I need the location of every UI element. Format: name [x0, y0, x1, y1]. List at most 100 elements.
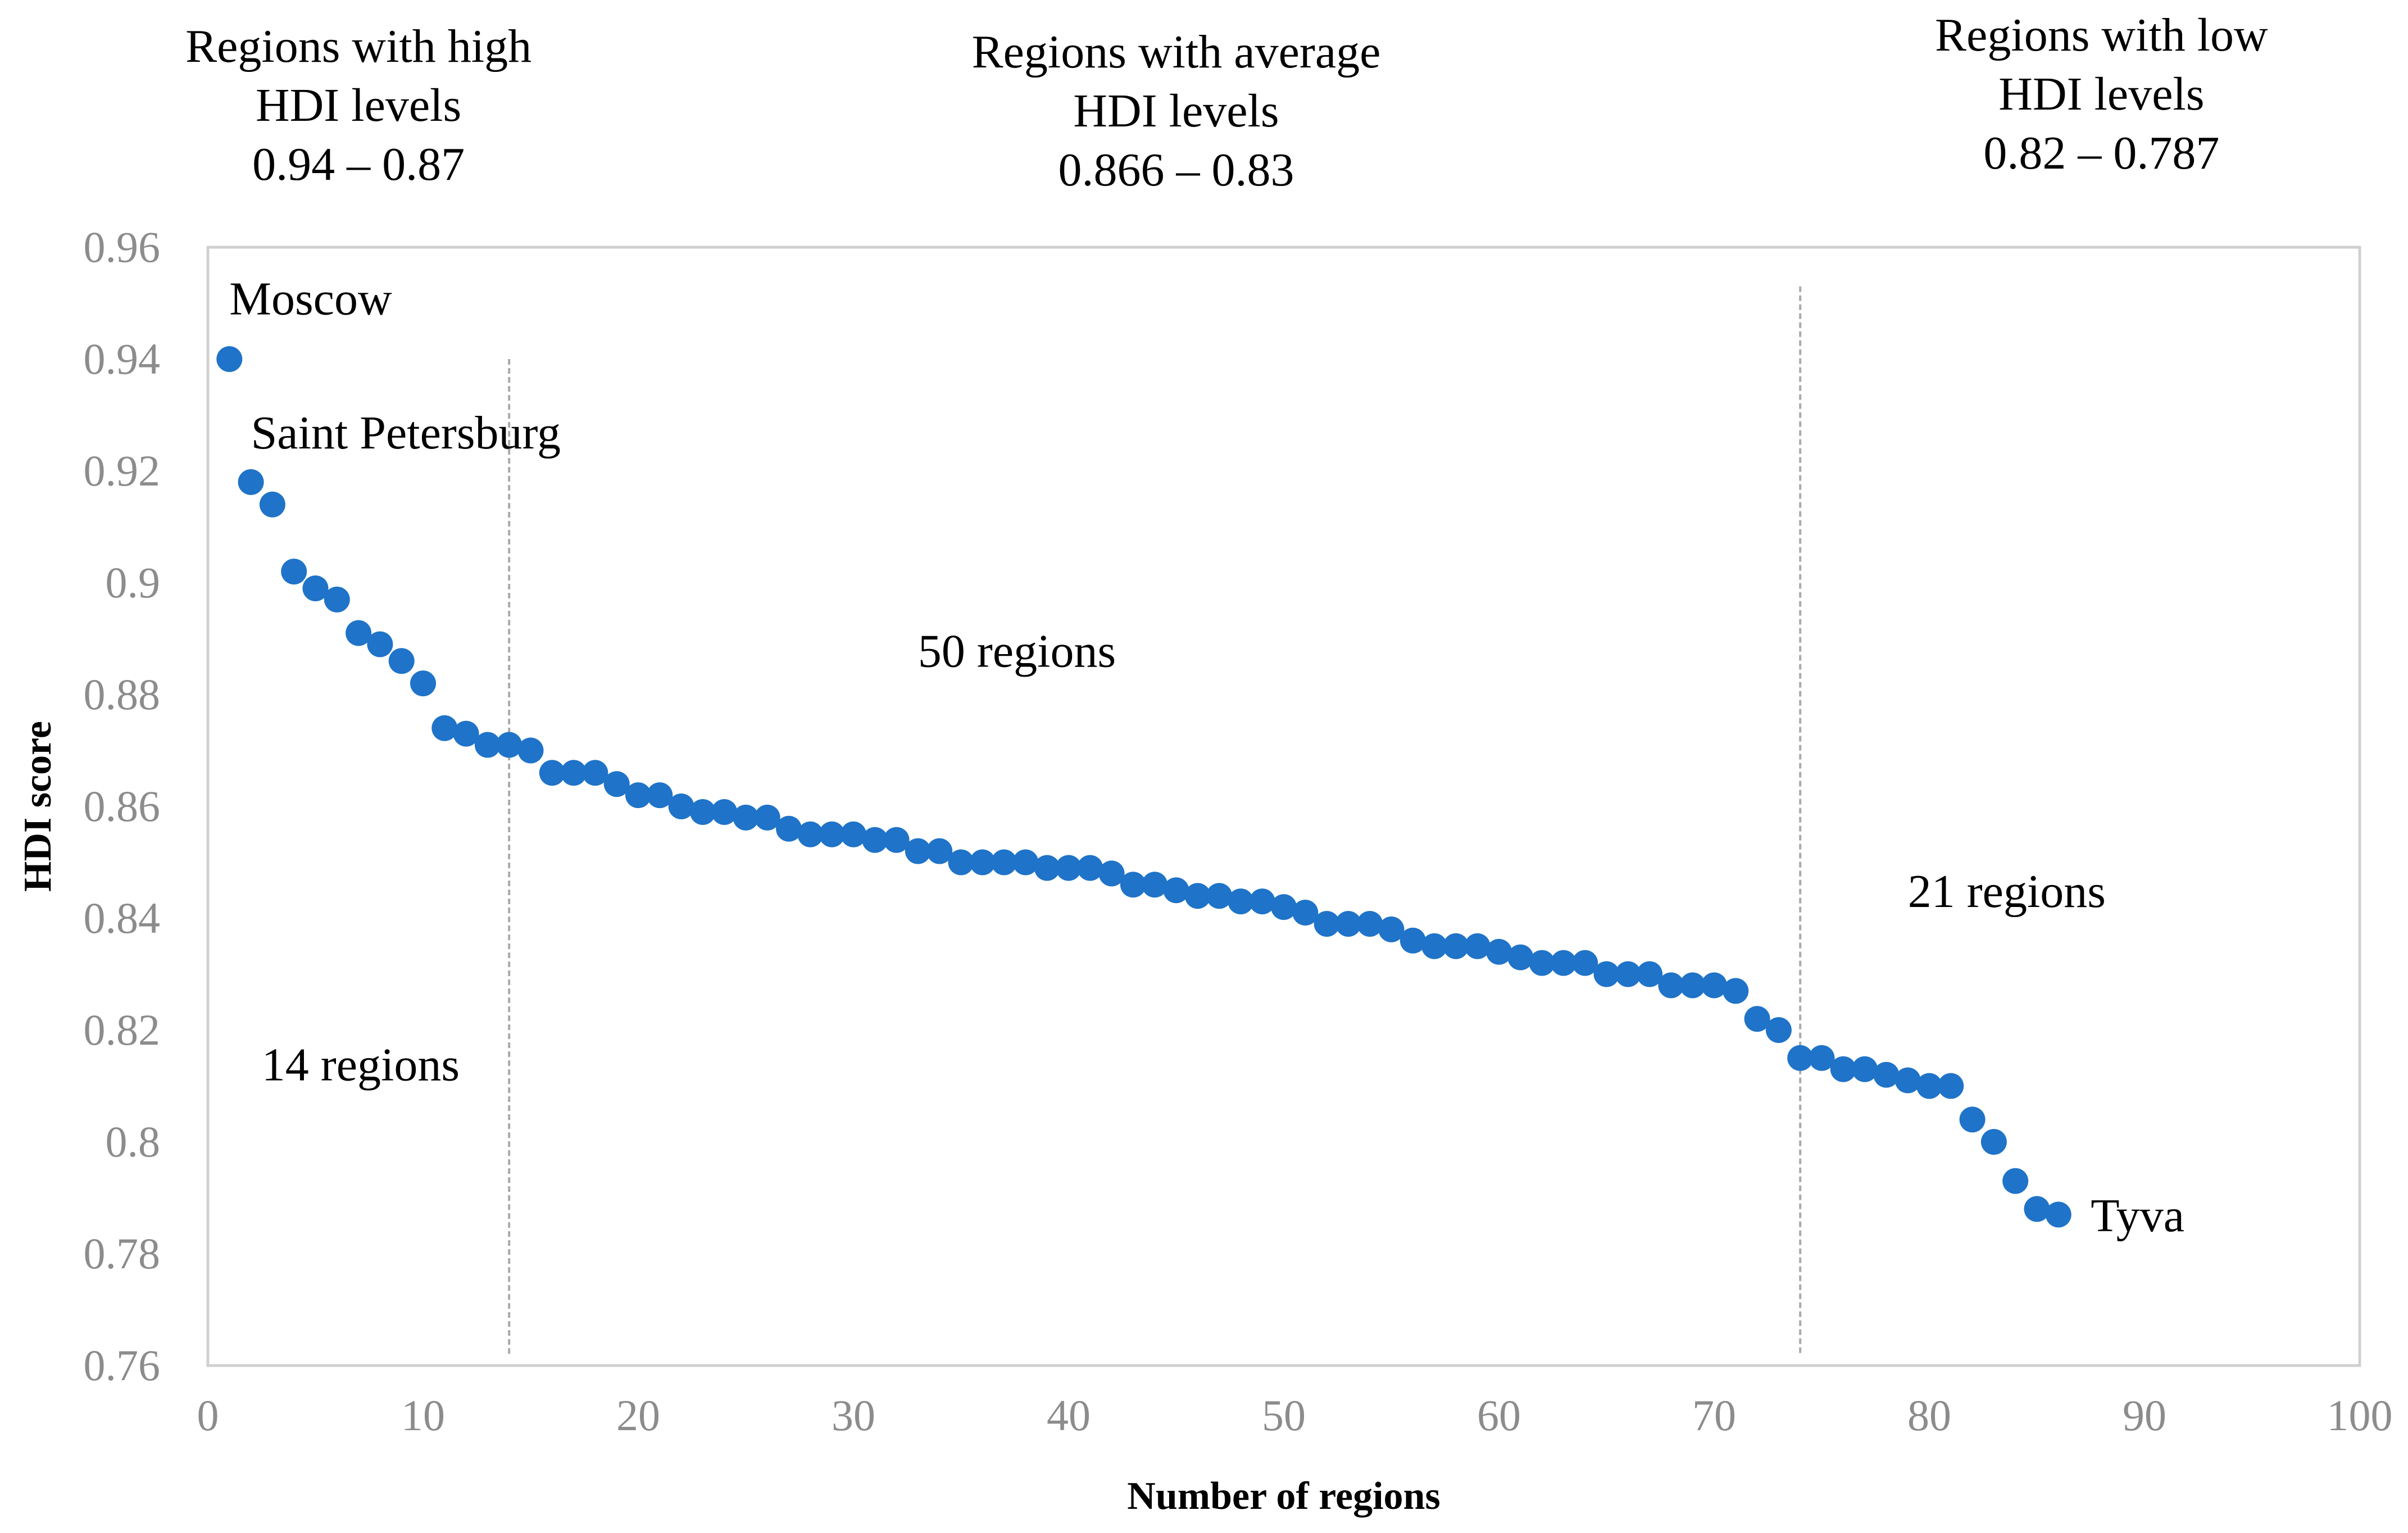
- data-point: [1142, 872, 1168, 898]
- data-point: [668, 793, 694, 819]
- x-axis-label: Number of regions: [1127, 1475, 1440, 1518]
- group-header-line: 0.82 – 0.787: [1983, 127, 2219, 179]
- x-tick-label: 40: [1047, 1391, 1091, 1440]
- data-point: [2045, 1201, 2071, 1228]
- annotation-label: Moscow: [229, 273, 392, 325]
- data-point: [1077, 855, 1103, 881]
- y-tick-label: 0.92: [84, 446, 161, 495]
- y-tick-label: 0.76: [84, 1341, 161, 1390]
- data-point: [754, 804, 780, 831]
- data-point: [1012, 849, 1039, 876]
- data-point: [1400, 927, 1426, 954]
- y-tick-label: 0.88: [84, 670, 161, 719]
- data-point: [1184, 883, 1211, 909]
- data-point: [1228, 888, 1254, 915]
- chart-annotations: Moscow Saint Petersburg 50 regions 21 regio…: [229, 273, 2184, 1242]
- group-header-line: HDI levels: [1073, 85, 1279, 137]
- y-tick-label: 0.86: [84, 782, 161, 831]
- data-point: [1679, 972, 1706, 999]
- x-tick-label: 70: [1692, 1391, 1736, 1440]
- data-point: [259, 491, 285, 518]
- data-point: [281, 559, 307, 585]
- data-point: [1894, 1067, 1921, 1094]
- x-tick-label: 20: [616, 1391, 660, 1440]
- group-header-line: HDI levels: [256, 79, 461, 131]
- data-point: [367, 631, 393, 657]
- data-point: [1529, 950, 1555, 976]
- data-point: [776, 815, 802, 842]
- data-point: [1421, 933, 1448, 959]
- data-point: [496, 732, 523, 758]
- data-point: [625, 782, 651, 809]
- data-point: [453, 720, 479, 747]
- data-point: [1873, 1062, 1900, 1088]
- annotation-label: 14 regions: [262, 1039, 460, 1091]
- x-tick-label: 60: [1477, 1391, 1521, 1440]
- y-axis-label: HDI score: [16, 721, 60, 892]
- annotation-label: 50 regions: [918, 625, 1116, 677]
- data-point: [1507, 944, 1534, 970]
- data-point: [819, 821, 845, 847]
- data-point: [1593, 961, 1620, 987]
- y-axis-ticks: 0.76 0.78 0.8 0.82 0.84 0.86 0.88 0.9 0.92 0.94 0.…: [84, 223, 161, 1390]
- data-point: [1357, 910, 1383, 937]
- data-point: [517, 737, 544, 764]
- annotation-label: Tyva: [2091, 1190, 2184, 1242]
- group-header-line: Regions with low: [1935, 9, 2268, 61]
- data-point: [1271, 894, 1297, 920]
- group-header-line: 0.866 – 0.83: [1058, 144, 1294, 196]
- data-point: [1852, 1056, 1878, 1082]
- data-point: [1378, 916, 1405, 942]
- data-point: [431, 715, 458, 741]
- data-point: [733, 804, 759, 831]
- data-point: [1314, 910, 1340, 937]
- data-point: [647, 782, 673, 809]
- data-point: [561, 760, 587, 786]
- y-tick-label: 0.8: [106, 1117, 161, 1166]
- data-point: [474, 732, 501, 758]
- data-point: [1723, 978, 1749, 1004]
- data-point: [1980, 1129, 2007, 1155]
- data-point: [324, 586, 350, 613]
- data-point: [603, 771, 630, 797]
- data-point: [1486, 938, 1512, 965]
- x-axis-ticks: 0 10 20 30 40 50 60 70 80 90 100: [197, 1391, 2393, 1440]
- plot-area-frame: [206, 246, 2361, 1367]
- data-point: [905, 838, 931, 864]
- y-tick-label: 0.84: [84, 894, 161, 942]
- y-tick-label: 0.82: [84, 1005, 161, 1054]
- x-tick-label: 10: [401, 1391, 445, 1440]
- data-point: [302, 575, 329, 601]
- data-point: [711, 799, 738, 825]
- data-point: [1658, 972, 1684, 999]
- data-point: [862, 827, 888, 853]
- data-point: [1550, 950, 1576, 976]
- data-point: [1206, 883, 1233, 909]
- data-point: [582, 760, 608, 786]
- y-tick-label: 0.9: [106, 558, 161, 607]
- data-point: [1637, 961, 1663, 987]
- data-point: [1938, 1073, 1964, 1099]
- data-point: [797, 821, 824, 847]
- data-point: [1335, 910, 1361, 937]
- data-points: [216, 346, 2071, 1228]
- data-point: [1787, 1045, 1814, 1071]
- x-tick-label: 50: [1262, 1391, 1306, 1440]
- data-point: [1464, 933, 1491, 959]
- data-point: [346, 620, 372, 646]
- data-point: [1249, 888, 1275, 915]
- group-header-line: 0.94 – 0.87: [252, 138, 465, 191]
- data-point: [1056, 855, 1082, 881]
- data-point: [689, 799, 716, 825]
- y-tick-label: 0.78: [84, 1229, 161, 1278]
- data-point: [1809, 1045, 1835, 1071]
- data-point: [1572, 950, 1598, 976]
- data-point: [388, 648, 415, 674]
- y-tick-label: 0.94: [84, 334, 161, 383]
- data-point: [216, 346, 243, 372]
- annotation-label: 21 regions: [1908, 865, 2106, 918]
- data-point: [1701, 972, 1727, 999]
- y-tick-label: 0.96: [84, 223, 161, 271]
